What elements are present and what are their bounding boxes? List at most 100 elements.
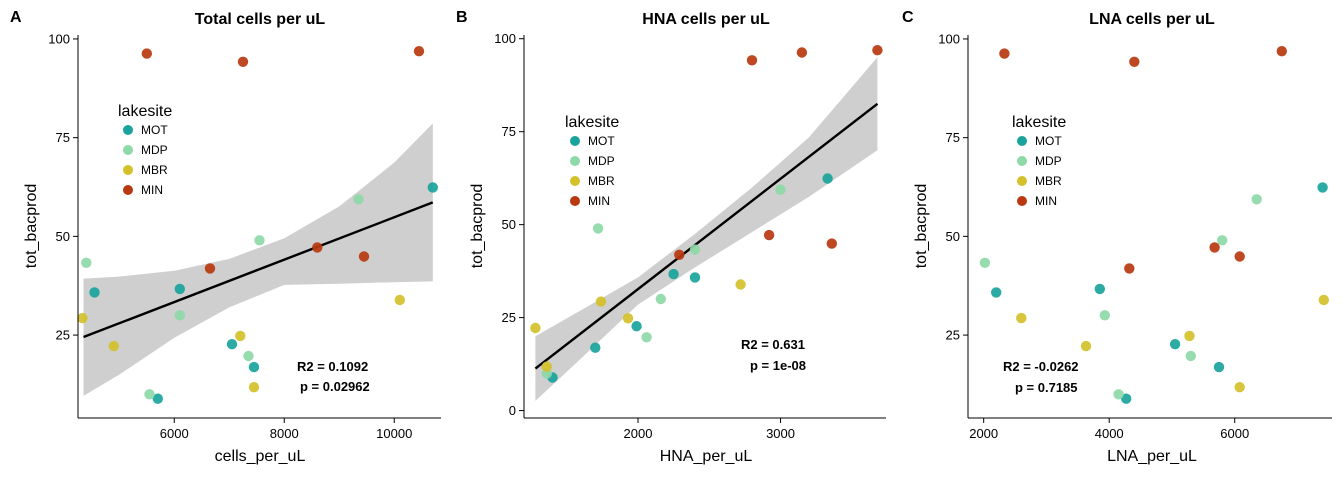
- data-point-mot: [590, 342, 601, 353]
- y-ticks: 25 50 75 100: [938, 31, 968, 343]
- legend: lakesite MOT MDP MBR MIN: [118, 103, 172, 197]
- legend-swatch-mdp: [570, 156, 580, 166]
- data-point-mdp: [174, 310, 185, 321]
- data-point-min: [237, 56, 249, 67]
- data-point-mdp: [1099, 310, 1111, 321]
- legend-swatch-min: [1017, 196, 1027, 206]
- data-point-min: [141, 48, 152, 59]
- legend-entry-mot: MOT: [1017, 134, 1062, 148]
- data-point-mbr: [1016, 312, 1027, 324]
- x-tick-label: 10000: [376, 426, 412, 441]
- legend-label-mot: MOT: [1035, 134, 1062, 148]
- x-ticks: 2000 3000: [624, 418, 795, 441]
- data-point-mbr: [248, 382, 260, 393]
- legend-swatch-mbr: [1017, 176, 1027, 186]
- legend-swatch-mot: [570, 136, 580, 146]
- data-point-mot: [1213, 361, 1225, 373]
- data-point-mot: [248, 361, 260, 373]
- data-point-mbr: [622, 313, 634, 324]
- legend-entry-mdp: MDP: [123, 143, 168, 157]
- legend-label-mot: MOT: [141, 123, 168, 137]
- legend-entry-min: MIN: [1017, 194, 1057, 208]
- y-tick-label: 25: [946, 328, 960, 343]
- data-point-mdp: [353, 194, 364, 205]
- y-axis-title: tot_bacprod: [469, 184, 486, 269]
- y-tick-label: 0: [509, 403, 516, 418]
- data-point-mdp: [1113, 389, 1124, 400]
- data-point-mdp: [81, 257, 92, 268]
- legend-label-mdp: MDP: [1035, 154, 1062, 168]
- data-point-mot: [1094, 283, 1106, 295]
- data-point-mdp: [144, 389, 155, 400]
- chart-title: Total cells per uL: [195, 11, 326, 28]
- legend-entry-min: MIN: [570, 194, 610, 208]
- legend-entry-min: MIN: [123, 183, 163, 197]
- panel-c: C LNA cells per uL 2000 4000 6000 25 50 75 10…: [902, 9, 1332, 465]
- y-tick-label: 50: [502, 217, 516, 232]
- legend-label-min: MIN: [1035, 194, 1057, 208]
- x-ticks: 6000 8000 10000: [160, 418, 412, 441]
- legend-title: lakesite: [1012, 114, 1066, 131]
- data-point-min: [312, 242, 323, 253]
- data-point-mot: [631, 321, 642, 332]
- r2-annotation: R2 = 0.631: [741, 337, 805, 352]
- legend-swatch-mot: [123, 125, 133, 135]
- data-point-mbr: [595, 296, 607, 307]
- legend-label-min: MIN: [588, 194, 610, 208]
- legend-entry-mbr: MBR: [1017, 174, 1062, 188]
- data-point-min: [204, 263, 216, 274]
- data-point-mot: [689, 272, 701, 283]
- data-point-min: [1129, 56, 1140, 67]
- panel-label: A: [10, 9, 22, 26]
- legend-label-mdp: MDP: [141, 143, 168, 157]
- data-point-min: [358, 251, 370, 262]
- data-point-min: [1276, 46, 1288, 57]
- data-point-mbr: [394, 294, 405, 306]
- x-tick-label: 2000: [624, 426, 653, 441]
- panel-label: C: [902, 9, 914, 26]
- data-point-mot: [991, 287, 1002, 298]
- data-point-min: [999, 48, 1010, 59]
- plot-area: [979, 46, 1330, 404]
- y-tick-label: 25: [502, 310, 516, 325]
- data-point-mdp: [979, 257, 991, 268]
- x-tick-label: 4000: [1095, 426, 1124, 441]
- legend-swatch-mot: [1017, 136, 1027, 146]
- data-point-min: [1124, 263, 1135, 274]
- legend-label-mbr: MBR: [141, 163, 168, 177]
- data-point-min: [796, 47, 808, 58]
- legend-swatch-mdp: [1017, 156, 1027, 166]
- data-point-min: [1209, 242, 1220, 253]
- data-point-min: [763, 229, 775, 241]
- p-value-annotation: p = 0.7185: [1015, 380, 1078, 395]
- data-point-mot: [226, 339, 238, 350]
- plot-area: [530, 45, 883, 401]
- y-ticks: 0 25 50 75 100: [494, 31, 524, 418]
- legend-entry-mdp: MDP: [1017, 154, 1062, 168]
- y-ticks: 25 50 75 100: [48, 31, 78, 343]
- data-point-mbr: [541, 361, 552, 372]
- y-tick-label: 50: [56, 229, 70, 244]
- data-point-mdp: [775, 184, 786, 195]
- x-tick-label: 6000: [160, 426, 189, 441]
- data-point-mdp: [592, 223, 604, 234]
- regression-line: [534, 102, 879, 370]
- data-point-mot: [174, 283, 185, 295]
- data-point-mbr: [735, 279, 746, 290]
- regression-line: [83, 201, 434, 339]
- x-axis-title: LNA_per_uL: [1107, 448, 1197, 465]
- y-axis-title: tot_bacprod: [913, 184, 930, 269]
- r2-annotation: R2 = 0.1092: [297, 359, 368, 374]
- legend-label-mbr: MBR: [1035, 174, 1062, 188]
- x-axis-title: cells_per_uL: [215, 448, 306, 465]
- legend-entry-mbr: MBR: [123, 163, 168, 177]
- chart-title: LNA cells per uL: [1089, 11, 1215, 28]
- data-point-mbr: [235, 330, 246, 342]
- y-tick-label: 25: [56, 328, 70, 343]
- data-point-min: [826, 238, 837, 249]
- data-point-mdp: [243, 350, 254, 362]
- legend-swatch-min: [123, 185, 133, 195]
- legend-swatch-mdp: [123, 145, 133, 155]
- x-axis-title: HNA_per_uL: [660, 448, 753, 465]
